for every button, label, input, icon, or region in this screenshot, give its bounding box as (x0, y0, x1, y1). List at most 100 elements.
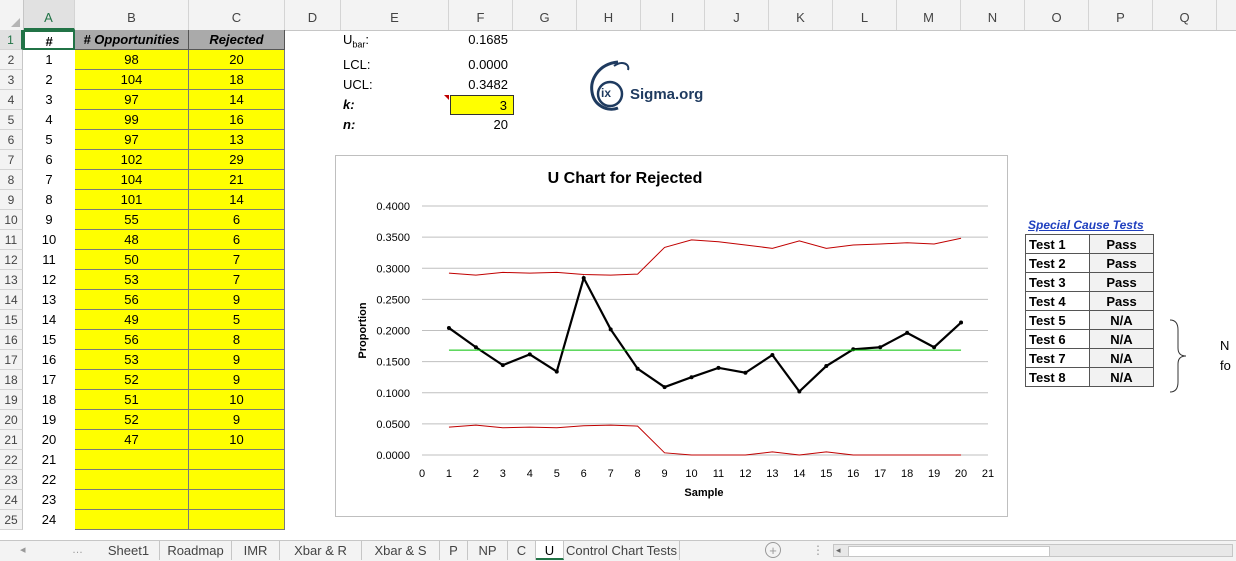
test-name[interactable]: Test 2 (1025, 253, 1090, 273)
opportunities-cell[interactable]: 97 (75, 90, 189, 110)
lcl-value[interactable]: 0.0000 (468, 57, 508, 72)
row-header-22[interactable]: 22 (0, 450, 23, 470)
sheet-tab-imr[interactable]: IMR (232, 541, 280, 560)
column-header-a[interactable]: A (23, 0, 75, 30)
sample-number-cell[interactable]: 4 (45, 112, 53, 127)
rejected-cell[interactable]: 6 (189, 210, 285, 230)
sample-number-cell[interactable]: 23 (41, 492, 57, 507)
row-header-13[interactable]: 13 (0, 270, 23, 290)
comment-indicator[interactable] (444, 95, 449, 100)
column-header-e[interactable]: E (341, 0, 449, 30)
row-header-19[interactable]: 19 (0, 390, 23, 410)
test-result[interactable]: N/A (1089, 367, 1154, 387)
opportunities-cell[interactable] (75, 470, 189, 490)
rejected-cell[interactable]: 29 (189, 150, 285, 170)
row-header-25[interactable]: 25 (0, 510, 23, 530)
rejected-cell[interactable]: 9 (189, 290, 285, 310)
column-header-j[interactable]: J (705, 0, 769, 30)
opportunities-cell[interactable]: 55 (75, 210, 189, 230)
rejected-cell[interactable]: 9 (189, 350, 285, 370)
opportunities-cell[interactable]: 49 (75, 310, 189, 330)
row-header-17[interactable]: 17 (0, 350, 23, 370)
opportunities-cell[interactable]: 104 (75, 170, 189, 190)
opportunities-cell[interactable]: 102 (75, 150, 189, 170)
sample-number-cell[interactable]: 24 (41, 512, 57, 527)
rejected-cell[interactable]: 5 (189, 310, 285, 330)
tab-scroll-left-icon[interactable]: ◂ (20, 544, 26, 556)
column-header-h[interactable]: H (577, 0, 641, 30)
rejected-cell[interactable]: 7 (189, 250, 285, 270)
rejected-cell[interactable] (189, 450, 285, 470)
row-header-14[interactable]: 14 (0, 290, 23, 310)
test-result[interactable]: Pass (1089, 291, 1154, 311)
sheet-tab-np[interactable]: NP (468, 541, 508, 560)
test-name[interactable]: Test 8 (1025, 367, 1090, 387)
row-header-21[interactable]: 21 (0, 430, 23, 450)
k-value[interactable]: 3 (450, 95, 514, 115)
row-header-3[interactable]: 3 (0, 70, 23, 90)
row-header-20[interactable]: 20 (0, 410, 23, 430)
test-result[interactable]: N/A (1089, 310, 1154, 330)
sample-number-cell[interactable]: 3 (45, 92, 53, 107)
rejected-cell[interactable]: 14 (189, 90, 285, 110)
sample-number-cell[interactable]: 9 (45, 212, 53, 227)
row-header-24[interactable]: 24 (0, 490, 23, 510)
opportunities-cell[interactable]: 52 (75, 410, 189, 430)
sample-number-cell[interactable]: 11 (42, 252, 56, 267)
sample-number-cell[interactable]: 12 (41, 272, 57, 287)
opportunities-cell[interactable]: 53 (75, 350, 189, 370)
rejected-cell[interactable]: 18 (189, 70, 285, 90)
rejected-cell[interactable] (189, 490, 285, 510)
test-name[interactable]: Test 7 (1025, 348, 1090, 368)
rejected-cell[interactable]: 10 (189, 430, 285, 450)
opportunities-cell[interactable]: 98 (75, 50, 189, 70)
cell-a1-header[interactable]: # (23, 30, 75, 50)
sheet-tab-u[interactable]: U (536, 541, 564, 560)
row-header-23[interactable]: 23 (0, 470, 23, 490)
sheet-tab-xbar-s[interactable]: Xbar & S (362, 541, 440, 560)
opportunities-cell[interactable] (75, 510, 189, 530)
opportunities-cell[interactable] (75, 490, 189, 510)
rejected-cell[interactable]: 7 (189, 270, 285, 290)
sample-number-cell[interactable]: 10 (41, 232, 57, 247)
row-header-7[interactable]: 7 (0, 150, 23, 170)
sheet-tab-xbar-r[interactable]: Xbar & R (280, 541, 362, 560)
opportunities-cell[interactable]: 52 (75, 370, 189, 390)
column-header-b[interactable]: B (75, 0, 189, 30)
cell-c1-header[interactable]: Rejected (189, 30, 285, 50)
tab-more-icon[interactable]: … (72, 544, 83, 556)
opportunities-cell[interactable]: 56 (75, 330, 189, 350)
sample-number-cell[interactable]: 14 (41, 312, 57, 327)
test-name[interactable]: Test 3 (1025, 272, 1090, 292)
rejected-cell[interactable]: 6 (189, 230, 285, 250)
sample-number-cell[interactable]: 6 (45, 152, 53, 167)
row-header-12[interactable]: 12 (0, 250, 23, 270)
sheet-tab-roadmap[interactable]: Roadmap (160, 541, 232, 560)
column-header-q[interactable]: Q (1153, 0, 1217, 30)
rejected-cell[interactable] (189, 510, 285, 530)
ucl-value[interactable]: 0.3482 (468, 77, 508, 92)
opportunities-cell[interactable]: 101 (75, 190, 189, 210)
row-header-15[interactable]: 15 (0, 310, 23, 330)
opportunities-cell[interactable]: 53 (75, 270, 189, 290)
opportunities-cell[interactable]: 97 (75, 130, 189, 150)
test-result[interactable]: Pass (1089, 272, 1154, 292)
rejected-cell[interactable]: 14 (189, 190, 285, 210)
row-header-11[interactable]: 11 (0, 230, 23, 250)
column-header-p[interactable]: P (1089, 0, 1153, 30)
column-header-f[interactable]: F (449, 0, 513, 30)
opportunities-cell[interactable]: 47 (75, 430, 189, 450)
scroll-left-icon[interactable]: ◂ (836, 545, 841, 555)
more-options-icon[interactable]: ⋮ (812, 543, 824, 557)
cell-b1-header[interactable]: # Opportunities (75, 30, 189, 50)
column-header-k[interactable]: K (769, 0, 833, 30)
sample-number-cell[interactable]: 15 (41, 332, 57, 347)
row-header-4[interactable]: 4 (0, 90, 23, 110)
rejected-cell[interactable] (189, 470, 285, 490)
u-chart[interactable]: U Chart for Rejected 0.0000 0.0500 0.1000 0.… (335, 155, 1008, 517)
rejected-cell[interactable]: 8 (189, 330, 285, 350)
sample-number-cell[interactable]: 17 (41, 372, 57, 387)
column-header-m[interactable]: M (897, 0, 961, 30)
sample-number-cell[interactable]: 5 (45, 132, 53, 147)
test-result[interactable]: Pass (1089, 234, 1154, 254)
